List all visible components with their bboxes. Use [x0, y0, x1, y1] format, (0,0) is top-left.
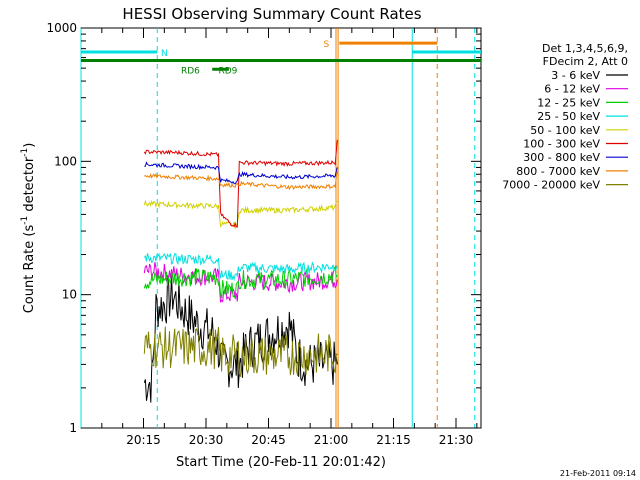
x-tick-label: 20:45: [251, 433, 286, 447]
legend: Det 1,3,4,5,6,9,FDecim 2, Att 03 - 6 keV…: [502, 42, 628, 192]
x-tick-label: 21:15: [376, 433, 411, 447]
legend-header: Det 1,3,4,5,6,9,: [542, 42, 628, 55]
legend-entry-label: 100 - 300 keV: [523, 138, 600, 151]
y-tick-label: 100: [54, 154, 77, 168]
flag-label: N: [161, 49, 168, 59]
plot-frame: [80, 27, 482, 429]
y-tick-label: 1000: [46, 21, 77, 35]
series-line: [143, 265, 338, 301]
series-line: [143, 261, 338, 303]
series-line: [144, 170, 338, 191]
instrument-state-lines: [80, 28, 476, 428]
x-tick-label: 21:00: [314, 433, 349, 447]
y-axis-label: Count Rate (s-1 detector-1): [20, 143, 37, 314]
flag-bars: N S RD9 RD6: [81, 40, 481, 76]
series-line: [143, 326, 338, 377]
flag-label: RD6: [181, 66, 200, 76]
legend-entry-label: 50 - 100 keV: [530, 124, 600, 137]
series-line: [143, 199, 338, 230]
series-line: [143, 139, 338, 228]
x-tick-label: 21:30: [439, 433, 474, 447]
series-group: [143, 139, 338, 403]
legend-header: FDecim 2, Att 0: [543, 55, 628, 68]
legend-entry-label: 7000 - 20000 keV: [502, 179, 600, 192]
legend-entry-label: 6 - 12 keV: [544, 83, 600, 96]
flag-label: S: [324, 40, 330, 50]
series-line: [143, 252, 338, 282]
series-line: [143, 273, 338, 403]
legend-entry-label: 300 - 800 keV: [523, 151, 600, 164]
x-tick-label: 20:30: [189, 433, 224, 447]
y-tick-label: 1: [69, 421, 77, 435]
legend-entry-label: 800 - 7000 keV: [516, 165, 600, 178]
legend-entry-label: 25 - 50 keV: [537, 110, 600, 123]
flag-label: RD9: [219, 66, 238, 76]
timestamp: 21-Feb-2011 09:14: [560, 469, 636, 478]
x-tick-label: 20:15: [126, 433, 161, 447]
legend-entry-label: 12 - 25 keV: [537, 96, 600, 109]
chart-title: HESSI Observing Summary Count Rates: [122, 5, 421, 23]
y-tick-label: 10: [62, 288, 77, 302]
axis-ticks: 20:15 20:30 20:45 21:00 21:15 21:30 1 10 100 1000: [46, 21, 481, 447]
x-axis-label: Start Time (20-Feb-11 20:01:42): [176, 455, 386, 470]
legend-entry-label: 3 - 6 keV: [551, 69, 600, 82]
series-line: [144, 161, 338, 185]
